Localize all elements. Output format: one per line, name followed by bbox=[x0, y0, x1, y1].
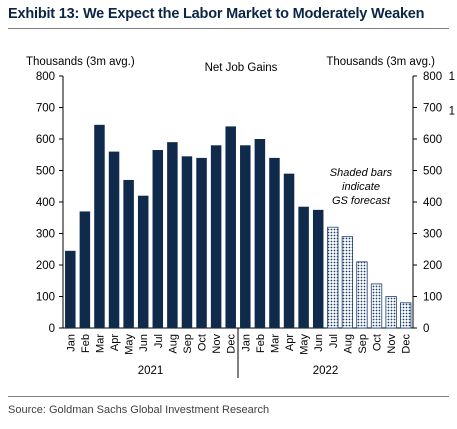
forecast-bar bbox=[341, 236, 354, 329]
actual-bar bbox=[137, 195, 149, 328]
right-y-tick-label: 0 bbox=[423, 323, 429, 335]
forecast-bar bbox=[327, 226, 339, 329]
x-tick-label: Apr bbox=[284, 334, 296, 351]
actual-bar bbox=[240, 145, 251, 328]
exhibit-title: Exhibit 13: We Expect the Labor Market t… bbox=[8, 6, 425, 22]
year-label: 2022 bbox=[313, 365, 339, 377]
left-y-tick-label: 400 bbox=[36, 197, 55, 209]
x-tick-label: Jan bbox=[240, 334, 252, 352]
x-tick-label: May bbox=[299, 334, 311, 355]
left-y-tick-label: 700 bbox=[36, 103, 55, 115]
x-tick-label: Jan bbox=[65, 334, 77, 352]
chart-title: Net Job Gains bbox=[205, 62, 278, 74]
actual-bar bbox=[123, 179, 134, 328]
x-tick-label: Oct bbox=[372, 334, 384, 351]
x-tick-label: Sep bbox=[357, 334, 369, 354]
right-y-axis-label: Thousands (3m avg.) bbox=[326, 56, 435, 68]
source-rule bbox=[8, 396, 449, 397]
x-tick-label: Oct bbox=[197, 334, 209, 351]
left-y-tick-label: 200 bbox=[36, 260, 55, 272]
actual-bar bbox=[167, 142, 178, 328]
actual-bar bbox=[269, 157, 280, 328]
actual-bar bbox=[65, 250, 76, 328]
left-y-tick-label: 300 bbox=[36, 229, 55, 241]
actual-bar bbox=[152, 150, 164, 328]
x-tick-label: May bbox=[124, 334, 136, 355]
actual-bar bbox=[283, 173, 295, 328]
left-y-tick-label: 500 bbox=[36, 166, 55, 178]
left-y-tick-label: 0 bbox=[49, 323, 55, 335]
x-tick-label: Jul bbox=[153, 334, 165, 348]
x-tick-label: Mar bbox=[94, 334, 106, 353]
x-tick-label: Jun bbox=[313, 334, 325, 352]
right-y-tick-label: 800 bbox=[423, 71, 442, 83]
right-y-tick-label: 100 bbox=[423, 292, 442, 304]
x-tick-label: Feb bbox=[255, 334, 267, 353]
x-tick-label: Feb bbox=[80, 334, 92, 353]
left-y-tick-label: 600 bbox=[36, 134, 55, 146]
x-tick-label: Apr bbox=[109, 334, 121, 351]
right-edge-label: 1 bbox=[449, 106, 455, 118]
forecast-bar bbox=[385, 296, 397, 329]
right-y-tick-label: 300 bbox=[423, 229, 442, 241]
year-label: 2021 bbox=[138, 365, 164, 377]
x-tick-label: Nov bbox=[386, 334, 398, 354]
right-edge-label: 1 bbox=[449, 71, 455, 83]
x-tick-label: Dec bbox=[401, 334, 413, 354]
actual-bar bbox=[210, 145, 222, 328]
forecast-annotation: GS forecast bbox=[332, 195, 391, 207]
x-tick-label: Nov bbox=[211, 334, 223, 354]
actual-bar bbox=[181, 156, 193, 328]
actual-bar bbox=[196, 157, 207, 328]
forecast-bar bbox=[400, 302, 412, 329]
source-note: Source: Goldman Sachs Global Investment … bbox=[8, 404, 270, 416]
x-tick-label: Aug bbox=[342, 334, 354, 354]
forecast-annotation: indicate bbox=[342, 181, 380, 193]
right-y-tick-label: 600 bbox=[423, 134, 442, 146]
actual-bar bbox=[298, 206, 309, 328]
actual-bar bbox=[108, 151, 120, 328]
x-tick-label: Jun bbox=[138, 334, 150, 352]
actual-bar bbox=[79, 211, 91, 328]
x-tick-label: Sep bbox=[182, 334, 194, 354]
title-rule bbox=[8, 28, 449, 29]
x-tick-label: Aug bbox=[167, 334, 179, 354]
right-y-tick-label: 700 bbox=[423, 103, 442, 115]
forecast-bar bbox=[370, 283, 383, 329]
actual-bar bbox=[225, 126, 236, 329]
x-tick-label: Jul bbox=[328, 334, 340, 348]
x-tick-label: Mar bbox=[269, 334, 281, 353]
right-y-tick-label: 500 bbox=[423, 166, 442, 178]
actual-bar bbox=[312, 209, 324, 328]
left-y-tick-label: 800 bbox=[36, 71, 55, 83]
x-tick-label: Dec bbox=[226, 334, 238, 354]
left-y-axis-label: Thousands (3m avg.) bbox=[26, 56, 135, 68]
right-y-tick-label: 200 bbox=[423, 260, 442, 272]
left-y-tick-label: 100 bbox=[36, 292, 55, 304]
actual-bar bbox=[254, 139, 266, 328]
right-y-tick-label: 400 bbox=[423, 197, 442, 209]
forecast-bar bbox=[356, 261, 368, 329]
actual-bar bbox=[94, 124, 105, 328]
forecast-annotation: Shaded bars bbox=[330, 167, 393, 179]
